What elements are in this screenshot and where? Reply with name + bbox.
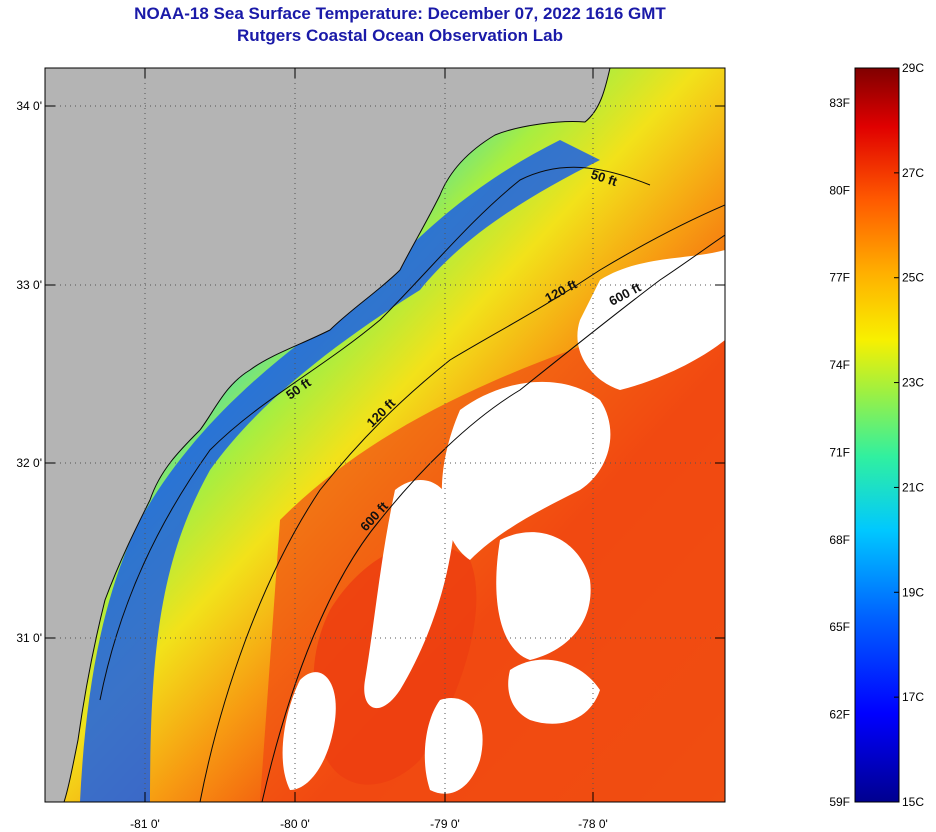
- cloud-patch: [508, 659, 600, 724]
- lon-label: -81 0': [130, 817, 160, 831]
- tick-marks: [45, 68, 725, 802]
- lat-label: 34 0': [16, 99, 42, 113]
- cloud-patch: [577, 250, 725, 390]
- lat-label: 32 0': [16, 456, 42, 470]
- map-frame: [44, 67, 726, 803]
- cloud-patch: [282, 672, 336, 790]
- cloud-patch: [424, 698, 483, 794]
- cloud-patch: [496, 532, 591, 660]
- map-title: NOAA-18 Sea Surface Temperature: Decembe…: [134, 4, 666, 23]
- lon-label: -79 0': [430, 817, 460, 831]
- graticule: [45, 68, 725, 802]
- land-mass: [45, 68, 611, 802]
- isobath-120ft: [199, 204, 725, 802]
- lon-label: -80 0': [280, 817, 310, 831]
- isobath-50ft: [99, 166, 651, 701]
- lat-label: 33 0': [16, 278, 42, 292]
- lat-label: 31 0': [16, 631, 42, 645]
- cloud-patch: [364, 480, 455, 709]
- map-subtitle: Rutgers Coastal Ocean Observation Lab: [237, 26, 563, 45]
- cloud-patch: [441, 381, 611, 560]
- cold-coastal-band: [80, 140, 600, 802]
- isobath-600ft: [261, 234, 725, 802]
- lon-label: -78 0': [578, 817, 608, 831]
